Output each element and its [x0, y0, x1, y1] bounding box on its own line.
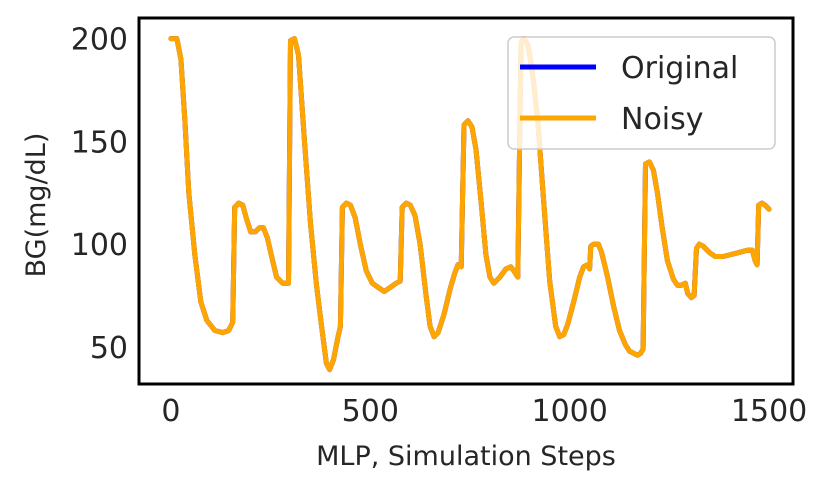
y-axis-ticks: 50 100 150 200 [71, 23, 128, 366]
y-tick-label: 150 [71, 125, 128, 160]
x-tick-label: 1500 [731, 394, 807, 429]
x-tick-label: 500 [342, 394, 399, 429]
plot-area [168, 36, 772, 373]
y-axis-label: BG(mg/dL) [21, 133, 52, 278]
x-axis-label: MLP, Simulation Steps [316, 441, 616, 472]
legend-label-original: Original [621, 51, 738, 86]
x-axis-ticks: 0 500 1000 1500 [161, 394, 807, 429]
y-tick-label: 200 [71, 23, 128, 58]
series-line-noisy [168, 36, 772, 373]
x-tick-label: 0 [161, 394, 180, 429]
x-tick-label: 1000 [532, 394, 608, 429]
legend-label-noisy: Noisy [621, 102, 704, 137]
plot-frame [137, 16, 795, 386]
legend: Original Noisy [507, 36, 776, 150]
y-tick-label: 100 [71, 228, 128, 263]
y-tick-label: 50 [90, 331, 128, 366]
